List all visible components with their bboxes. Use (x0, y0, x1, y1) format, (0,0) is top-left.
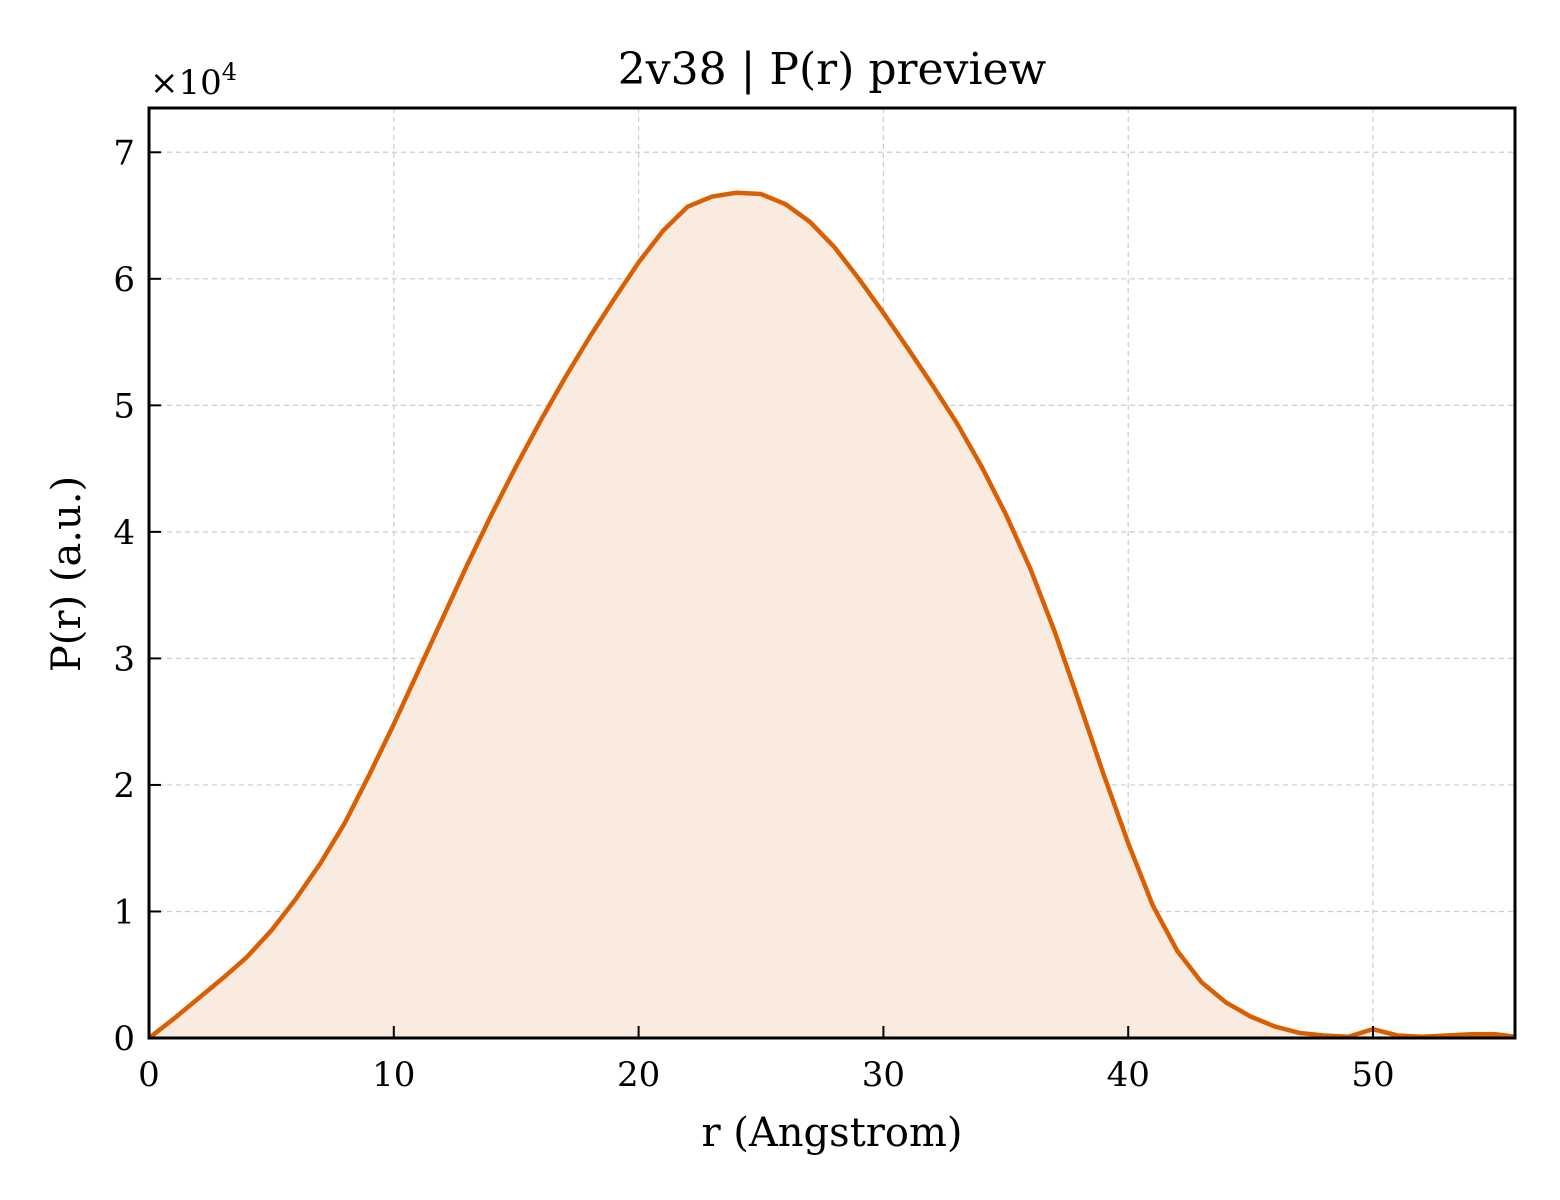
y-tick-label: 0 (113, 1019, 135, 1059)
x-tick-label: 50 (1351, 1055, 1394, 1095)
x-axis-label: r (Angstrom) (701, 1110, 962, 1156)
y-tick-label: 1 (113, 892, 135, 932)
y-multiplier: ×104 (150, 58, 237, 103)
y-axis-label: P(r) (a.u.) (44, 476, 90, 672)
y-multiplier-exponent: 4 (222, 58, 237, 86)
x-tick-label: 10 (372, 1055, 415, 1095)
y-tick-label: 3 (113, 639, 135, 679)
pr-curve-line (147, 190, 1516, 1040)
tick-labels: 0 10 20 30 40 50 0 1 2 3 4 5 6 7 (113, 133, 1394, 1095)
y-tick-label: 2 (113, 766, 135, 806)
y-multiplier-base: ×10 (150, 63, 222, 103)
y-tick-label: 7 (113, 133, 135, 173)
x-tick-label: 20 (617, 1055, 660, 1095)
y-tick-label: 4 (113, 513, 135, 553)
pr-area-fill (149, 192, 1515, 1038)
y-tick-label: 6 (113, 260, 135, 300)
x-tick-label: 0 (138, 1055, 160, 1095)
x-tick-label: 40 (1107, 1055, 1150, 1095)
plot-frame (147, 106, 1517, 1040)
chart-title: 2v38 | P(r) preview (618, 44, 1047, 95)
x-tick-label: 30 (862, 1055, 905, 1095)
y-tick-label: 5 (113, 386, 135, 426)
